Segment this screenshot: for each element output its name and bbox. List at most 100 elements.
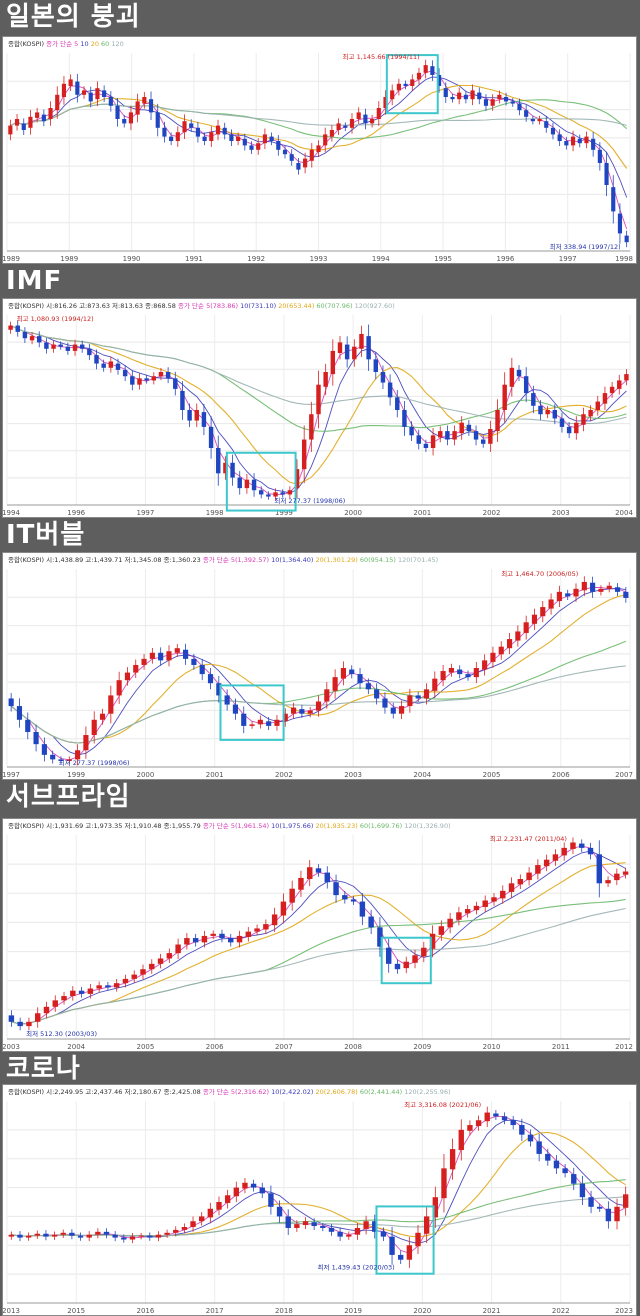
- candle: [285, 1209, 291, 1236]
- candle: [208, 416, 214, 459]
- candle-body: [228, 938, 234, 943]
- candle-body: [423, 65, 428, 73]
- candle-body: [216, 448, 221, 474]
- candle: [121, 1234, 127, 1243]
- chart-area: 1994 1996 1997 1998 1999 2000 2001 2002 2003 2004…: [2, 298, 637, 518]
- candle: [614, 1198, 620, 1230]
- candle: [602, 386, 608, 411]
- candle: [441, 1153, 447, 1213]
- candle-body: [440, 671, 446, 681]
- candle: [207, 1202, 214, 1224]
- candle-body: [8, 698, 14, 707]
- candle-body: [447, 918, 453, 928]
- candle: [201, 930, 208, 948]
- candle: [195, 121, 200, 143]
- candle: [60, 1229, 66, 1238]
- x-tick-label: 2002: [275, 771, 293, 779]
- candle: [491, 893, 497, 906]
- candle-body: [41, 744, 47, 755]
- candle: [423, 439, 429, 452]
- candle: [41, 737, 47, 762]
- candle-body: [230, 462, 235, 478]
- candle: [368, 909, 374, 935]
- candle-body: [16, 706, 23, 720]
- candle-body: [158, 652, 164, 661]
- header-ma-period: 20(2,606.78): [315, 1088, 359, 1096]
- candle: [78, 986, 85, 998]
- candle: [323, 127, 328, 153]
- candle: [597, 142, 602, 171]
- chart-header: 종합(KOSPI) 시:1,931.69 고:1,973.35 저:1,910.…: [8, 821, 451, 830]
- candle-body: [380, 372, 386, 383]
- candle: [103, 1228, 110, 1239]
- candle-body: [141, 658, 147, 665]
- candle: [48, 101, 53, 126]
- candle-body: [242, 1182, 248, 1189]
- candle-body: [564, 141, 569, 146]
- candle-body: [510, 1120, 516, 1126]
- moving-average-line: [11, 850, 626, 1025]
- candle-body: [617, 380, 622, 389]
- x-tick-label: 2012: [615, 1043, 633, 1051]
- candle: [611, 175, 616, 224]
- x-tick-label: 1996: [496, 255, 514, 263]
- candle-body: [346, 1234, 352, 1237]
- candle-body: [343, 125, 348, 128]
- candle: [113, 979, 120, 992]
- panel-title: 코로나: [6, 1054, 81, 1084]
- candle-body: [508, 883, 515, 892]
- candle: [526, 867, 532, 886]
- candle-body: [354, 1227, 361, 1235]
- candle: [535, 859, 541, 880]
- candle-body: [389, 1236, 395, 1255]
- candle: [484, 1106, 490, 1128]
- candle: [95, 1228, 101, 1239]
- candle: [249, 721, 255, 729]
- candle-body: [282, 149, 288, 155]
- candle-body: [83, 735, 89, 751]
- candle: [390, 84, 395, 106]
- candle: [380, 1227, 387, 1241]
- candle: [88, 86, 93, 108]
- candle-body: [412, 955, 418, 963]
- candle-body: [538, 405, 543, 415]
- annotation-high: 최고 1,145.66 (1994/11): [343, 52, 420, 61]
- candle: [26, 1017, 32, 1031]
- candle: [412, 949, 418, 969]
- candle-body: [398, 1254, 404, 1260]
- candle-body: [116, 680, 122, 696]
- header-ma-period: 120(927.60): [355, 302, 395, 310]
- candle-body: [501, 1116, 508, 1121]
- candle-body: [184, 938, 190, 945]
- highlight-box: [219, 684, 285, 741]
- candle: [545, 406, 550, 419]
- x-tick-label: 2018: [275, 1307, 293, 1315]
- chart-area: 2013 2015 2016 2017 2018 2019 2020 2021 2022 2023…: [2, 1084, 637, 1316]
- candle-body: [44, 342, 49, 349]
- candle-body: [519, 1125, 525, 1135]
- candle-body: [274, 719, 280, 726]
- candle: [41, 109, 46, 127]
- candle-body: [180, 391, 185, 410]
- x-tick-label: 2004: [413, 771, 431, 779]
- moving-average-line: [10, 325, 627, 494]
- moving-average-line: [11, 907, 626, 1025]
- candle-body: [69, 1232, 75, 1236]
- candle-body: [256, 143, 261, 150]
- candle: [456, 906, 462, 926]
- candle-body: [406, 1245, 413, 1260]
- candle: [130, 370, 135, 391]
- candle: [201, 403, 207, 436]
- x-tick-label: 2006: [552, 771, 570, 779]
- candle: [70, 986, 76, 1001]
- candle-body: [606, 585, 612, 589]
- candle: [192, 933, 199, 947]
- candle-body: [309, 414, 314, 440]
- candle-body: [463, 94, 468, 100]
- candle-body: [374, 689, 380, 699]
- candle: [215, 119, 221, 141]
- candle-body: [258, 490, 264, 495]
- candle-body: [368, 916, 374, 928]
- candle-body: [302, 1221, 309, 1226]
- candle-body: [276, 141, 281, 150]
